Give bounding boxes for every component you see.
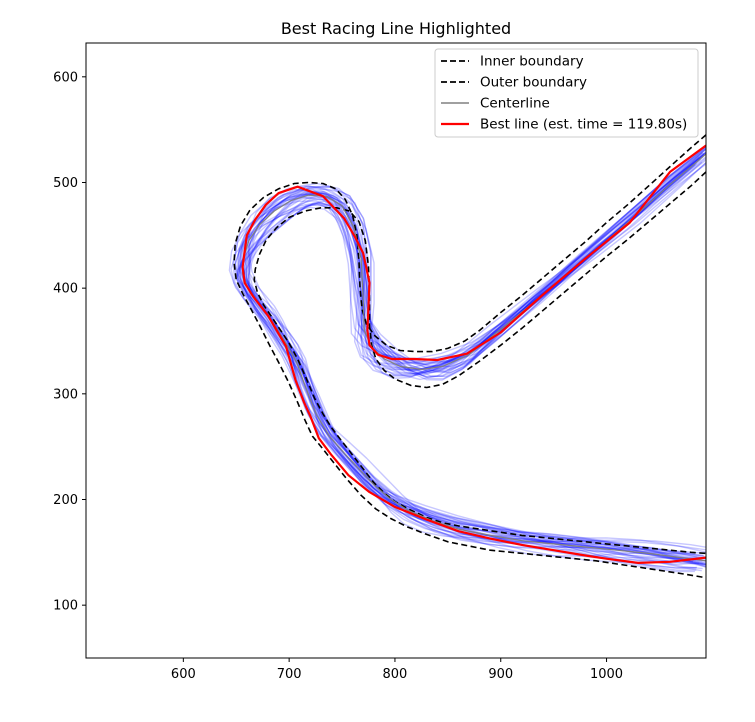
candidate-line [241, 152, 706, 566]
candidate-line [235, 146, 706, 573]
legend-box [434, 48, 699, 138]
x-axis: 600 700 800 900 1000 [171, 658, 623, 682]
x-tick-label: 1000 [590, 667, 623, 682]
best-line [241, 144, 706, 564]
candidate-line [236, 148, 706, 569]
candidate-line [236, 158, 704, 556]
x-tick-label: 800 [383, 667, 408, 682]
candidate-line [243, 147, 706, 565]
y-tick-label: 300 [53, 387, 78, 402]
candidate-line [234, 162, 706, 553]
candidate-line [237, 157, 706, 565]
candidate-line [248, 155, 706, 560]
legend-label: Best line (est. time = 119.80s) [480, 117, 687, 133]
candidate-line [245, 151, 706, 566]
plot-frame [85, 42, 707, 659]
legend: Inner boundary Outer boundary Centerline Be… [434, 48, 699, 138]
y-tick-label: 200 [53, 493, 78, 508]
inner-boundary-line [253, 171, 706, 555]
y-tick-label: 500 [53, 176, 78, 191]
x-tick-label: 900 [488, 667, 513, 682]
candidate-line [237, 146, 706, 571]
candidate-line [247, 151, 706, 564]
candidate-line [239, 145, 706, 565]
candidate-line [232, 164, 703, 562]
x-tick-label: 600 [171, 667, 196, 682]
legend-label: Outer boundary [480, 75, 587, 91]
y-tick-label: 400 [53, 282, 78, 297]
legend-label: Inner boundary [480, 54, 584, 70]
legend-label: Centerline [480, 96, 550, 112]
y-axis: 100 200 300 400 500 600 [53, 70, 86, 614]
chart-title: Best Racing Line Highlighted [281, 19, 511, 38]
candidate-line [237, 158, 706, 566]
candidate-line [243, 148, 706, 570]
y-tick-label: 600 [53, 70, 78, 85]
y-tick-label: 100 [53, 599, 78, 614]
candidate-line [244, 161, 706, 558]
candidate-line [248, 153, 706, 567]
plot-area-background [86, 43, 706, 658]
candidate-line [228, 162, 696, 557]
candidate-line [240, 148, 706, 560]
candidate-line [237, 145, 706, 569]
series-lines [233, 134, 706, 579]
candidate-line [239, 161, 706, 563]
x-tick-label: 700 [277, 667, 302, 682]
outer-boundary-line [233, 134, 706, 579]
candidate-line [234, 152, 704, 559]
